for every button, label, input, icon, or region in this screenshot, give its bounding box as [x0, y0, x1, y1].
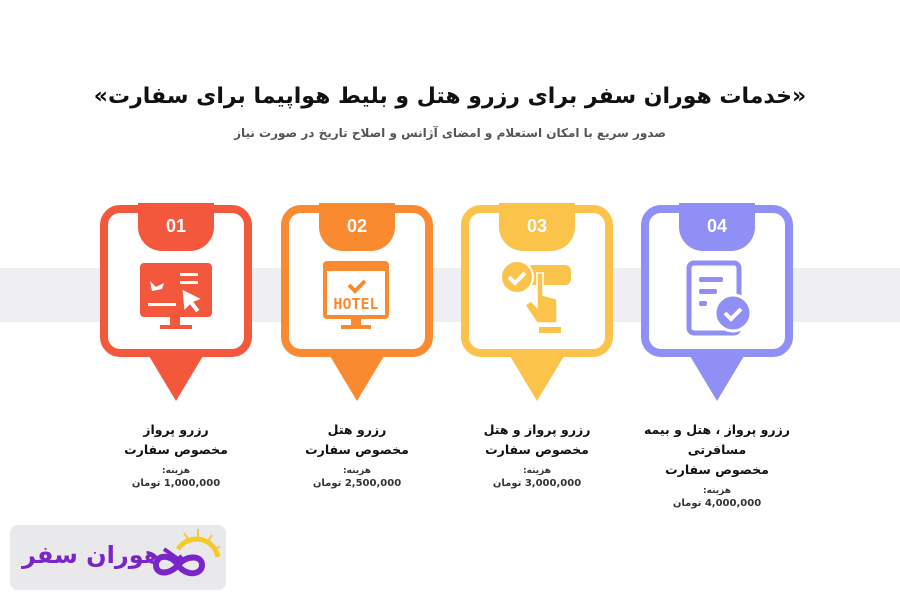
cost-label: هزینه:	[523, 466, 551, 476]
service-subtitle: مخصوص سفارت	[665, 462, 769, 477]
flight-booking-monitor-icon	[140, 263, 212, 329]
service-card-hotel: 02 HOTEL	[281, 203, 433, 401]
service-subtitle: مخصوص سفارت	[305, 442, 409, 457]
pointer-tip	[507, 351, 567, 401]
service-info-flight: رزرو پرواز مخصوص سفارت هزینه: 1,000,000 …	[76, 420, 276, 489]
service-subtitle: مخصوص سفارت	[124, 442, 228, 457]
card-number-badge: 01	[138, 203, 214, 251]
service-title: رزرو پرواز و هتل	[483, 422, 591, 437]
service-title: رزرو پرواز ، هتل و بیمه مسافرتی	[643, 422, 791, 457]
page-title: «خدمات هوران سفر برای رزرو هتل و بلیط هو…	[93, 84, 807, 109]
price: 2,500,000 تومان	[312, 478, 402, 489]
cost-label: هزینه:	[162, 466, 190, 476]
service-card-flight: 01	[100, 203, 252, 401]
brand-logo: هوران سفر	[10, 525, 226, 590]
hotel-monitor-icon: HOTEL	[323, 261, 389, 329]
cost-label: هزینه:	[703, 486, 731, 496]
card-number-badge: 04	[679, 203, 755, 251]
service-info-flight-hotel-insurance: رزرو پرواز ، هتل و بیمه مسافرتی مخصوص سف…	[617, 420, 817, 509]
cost-label: هزینه:	[343, 466, 371, 476]
service-card-flight-hotel: 03	[461, 203, 613, 401]
price: 3,000,000 تومان	[492, 478, 582, 489]
service-title: رزرو پرواز	[143, 422, 209, 437]
service-card-flight-hotel-insurance: 04	[641, 203, 793, 401]
hand-tap-check-icon	[500, 260, 571, 333]
service-title: رزرو هتل	[327, 422, 387, 437]
document-check-icon	[686, 260, 753, 336]
svg-text:HOTEL: HOTEL	[333, 295, 378, 313]
brand-name: هوران سفر	[22, 541, 161, 569]
pointer-tip	[687, 351, 747, 401]
price: 4,000,000 تومان	[672, 498, 762, 509]
infinity-sun-plane-icon	[152, 529, 221, 577]
page-subtitle: صدور سریع با امکان استعلام و امضای آژانس…	[234, 126, 666, 140]
pointer-tip	[327, 351, 387, 401]
pointer-tip	[146, 351, 206, 401]
service-info-flight-hotel: رزرو پرواز و هتل مخصوص سفارت هزینه: 3,00…	[437, 420, 637, 489]
service-subtitle: مخصوص سفارت	[485, 442, 589, 457]
card-number-badge: 02	[319, 203, 395, 251]
card-number-badge: 03	[499, 203, 575, 251]
service-info-hotel: رزرو هتل مخصوص سفارت هزینه: 2,500,000 تو…	[257, 420, 457, 489]
price: 1,000,000 تومان	[131, 478, 221, 489]
